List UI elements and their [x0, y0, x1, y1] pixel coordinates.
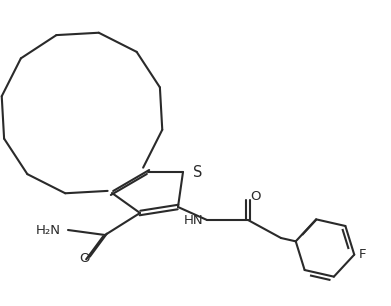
Text: O: O: [250, 189, 260, 203]
Text: O: O: [79, 252, 89, 264]
Text: S: S: [193, 165, 203, 180]
Text: F: F: [358, 248, 366, 261]
Text: HN: HN: [183, 214, 203, 226]
Text: H₂N: H₂N: [36, 223, 61, 237]
